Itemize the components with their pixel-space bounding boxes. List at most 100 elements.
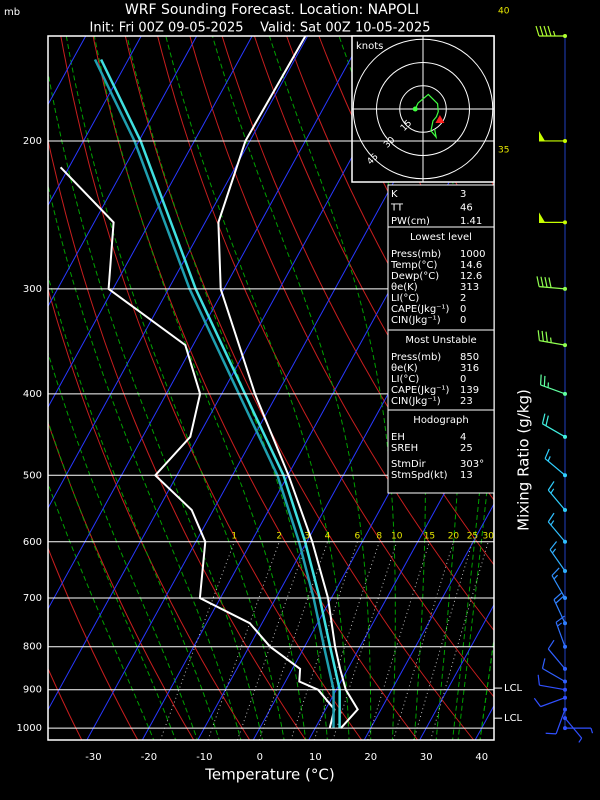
- wind-flag: [537, 674, 540, 686]
- wind-barb: [539, 374, 567, 396]
- wind-flag: [544, 276, 548, 288]
- info-box: [387, 226, 495, 331]
- wind-barb: [547, 639, 567, 671]
- wind-half-flag: [551, 548, 557, 554]
- info-value: 139: [460, 385, 479, 396]
- info-label: CAPE(Jkg⁻¹): [391, 385, 449, 396]
- moist-adiabat: [93, 36, 307, 740]
- x-tick-label: 10: [309, 752, 322, 763]
- wind-flag: [553, 592, 563, 601]
- wind-barb: [563, 726, 594, 734]
- info-value: 25: [460, 443, 473, 454]
- wind-flag: [544, 448, 550, 459]
- wind-staff: [540, 697, 566, 708]
- mixing-ratio-line: [159, 541, 235, 740]
- moist-adiabat: [48, 482, 155, 740]
- info-label: Temp(°C): [390, 260, 438, 271]
- info-heading: Hodograph: [413, 415, 468, 426]
- info-label: StmDir: [391, 459, 426, 470]
- isotherm: [48, 36, 364, 610]
- wind-staff: [544, 458, 566, 476]
- info-label: θe(K): [391, 282, 418, 293]
- wind-staff: [555, 622, 566, 647]
- moist-adiabat: [48, 419, 177, 740]
- x-tick-label: 40: [475, 752, 488, 763]
- hodograph-surface: [412, 106, 418, 112]
- wind-staff: [539, 286, 566, 290]
- info-label: LI(°C): [391, 374, 419, 385]
- wind-staff: [549, 549, 566, 572]
- wind-flag: [536, 276, 540, 287]
- wind-flag: [547, 512, 555, 523]
- info-label: PW(cm): [391, 216, 430, 227]
- mixing-ratio-label: 3: [304, 532, 310, 542]
- wind-flag: [541, 658, 546, 669]
- wind-staff: [539, 340, 566, 346]
- moist-adiabat-label: 40: [498, 6, 510, 16]
- y2-axis-title: Mixing Ratio (g/kg): [515, 389, 533, 531]
- y-tick-label: 200: [23, 136, 42, 147]
- x-axis-title: Temperature (°C): [204, 766, 334, 784]
- y-tick-label: 600: [23, 537, 42, 548]
- wind-flag: [545, 732, 557, 735]
- chart-subtitle: Init: Fri 00Z 09-05-2025 Valid: Sat 00Z …: [90, 21, 431, 36]
- wind-pennant: [539, 212, 545, 223]
- mixing-ratio-label: 15: [424, 532, 435, 542]
- info-value: 316: [460, 363, 479, 374]
- wind-flag: [555, 615, 565, 623]
- isotherm: [419, 603, 494, 740]
- info-label: Dewp(°C): [391, 271, 439, 282]
- wind-staff: [542, 667, 566, 683]
- wind-flag: [551, 567, 560, 576]
- moist-adiabat: [65, 36, 285, 740]
- wind-flag: [539, 374, 542, 385]
- x-tick-label: -20: [141, 752, 157, 763]
- mixing-ratio-label: 25: [467, 532, 478, 542]
- isotherm: [48, 36, 309, 510]
- wind-barb: [549, 541, 567, 573]
- hodograph-trace: [414, 93, 439, 140]
- dry-adiabat: [545, 36, 600, 740]
- wind-half-flag: [547, 456, 551, 462]
- wind-flag: [533, 697, 542, 707]
- wind-staff: [551, 575, 566, 599]
- wind-barb: [553, 592, 567, 626]
- wind-flag: [537, 330, 540, 341]
- wind-barb: [537, 674, 567, 692]
- info-value: 850: [460, 352, 479, 363]
- mixing-ratio-label: 4: [325, 532, 331, 542]
- info-value: 1000: [460, 249, 485, 260]
- wind-staff: [553, 599, 566, 624]
- y-tick-label: 800: [23, 642, 42, 653]
- x-tick-label: 30: [420, 752, 433, 763]
- dry-adiabat: [513, 36, 600, 740]
- isotherm: [48, 36, 142, 207]
- info-label: EH: [391, 432, 405, 443]
- dry-adiabat: [48, 421, 195, 740]
- info-heading: Most Unstable: [405, 335, 476, 346]
- info-label: Press(mb): [391, 352, 441, 363]
- wind-staff: [547, 489, 566, 511]
- wind-flag: [541, 413, 546, 424]
- info-value: 0: [460, 374, 466, 385]
- y-tick-label: 900: [23, 685, 42, 696]
- info-value: 14.6: [460, 260, 482, 271]
- wind-flag: [543, 25, 548, 37]
- moist-adiabat: [452, 36, 494, 740]
- info-label: θe(K): [391, 363, 418, 374]
- wind-barb: [547, 481, 567, 513]
- wind-flag: [545, 331, 548, 343]
- profile-line: [99, 58, 341, 729]
- info-value: 13: [460, 470, 473, 481]
- wind-flag: [555, 595, 564, 604]
- isotherm: [363, 502, 494, 740]
- wind-staff: [555, 709, 566, 735]
- wind-staff: [539, 684, 566, 691]
- moist-adiabat: [48, 183, 242, 740]
- moist-adiabat: [479, 635, 494, 740]
- x-tick-label: -30: [85, 752, 101, 763]
- profiles: [59, 36, 359, 729]
- mixing-ratio-line: [367, 541, 430, 740]
